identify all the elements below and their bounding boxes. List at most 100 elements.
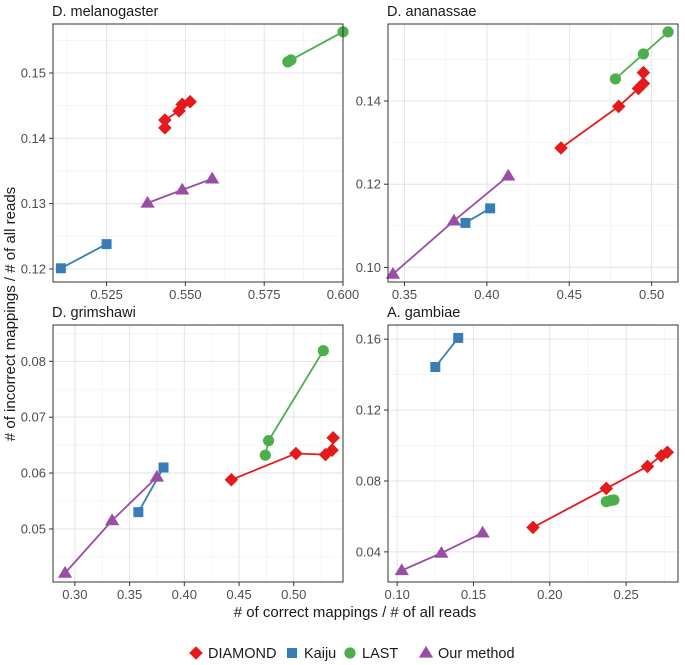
data-point-diamond [526, 520, 540, 535]
data-point-kaiju [460, 217, 471, 228]
data-point-diamond [640, 459, 655, 474]
x-tick-label: 0.35 [117, 587, 142, 602]
legend-item-our-method: Our method [418, 645, 515, 662]
legend-label: Kaiju [304, 646, 336, 662]
data-point-last [662, 26, 674, 38]
panel-title: D. ananassae [387, 4, 476, 20]
data-point-our-method [57, 565, 73, 578]
data-point-kaiju [453, 332, 464, 343]
data-point-diamond [158, 113, 172, 127]
data-point-our-method [140, 195, 155, 208]
data-point-our-method [149, 469, 165, 482]
panel-border [52, 23, 344, 283]
data-point-last [285, 54, 297, 66]
y-tick-label: 0.06 [21, 466, 46, 481]
x-tick-label: 0.600 [327, 287, 360, 302]
data-point-diamond [318, 447, 333, 462]
legend-key-diamond [189, 646, 203, 660]
data-point-last [609, 73, 621, 85]
data-point-kaiju [133, 507, 144, 518]
x-tick-label: 0.20 [537, 587, 562, 602]
y-tick-label: 0.12 [356, 177, 381, 192]
data-point-our-method [475, 525, 490, 538]
x-tick-label: 0.45 [557, 287, 582, 302]
y-tick-label: 0.07 [21, 410, 46, 425]
x-tick-label: 0.25 [613, 587, 638, 602]
y-tick-label: 0.10 [356, 260, 381, 275]
x-tick-label: 0.15 [461, 587, 486, 602]
data-point-diamond [224, 472, 239, 487]
x-tick-label: 0.30 [62, 587, 87, 602]
legend-key-last [344, 647, 356, 659]
data-point-diamond [172, 104, 186, 118]
x-tick-label: 0.50 [639, 287, 664, 302]
data-point-diamond [636, 65, 651, 80]
legend-label: Our method [438, 646, 515, 662]
y-tick-label: 0.05 [21, 521, 46, 536]
series-line-kaiju [137, 467, 165, 513]
y-tick-label: 0.08 [356, 473, 381, 488]
data-point-diamond [183, 94, 197, 109]
legend: DIAMOND Kaiju LAST Our method [189, 645, 515, 662]
y-axis-label: # of incorrect mappings / # of all reads [2, 187, 19, 441]
panel-border [52, 324, 344, 583]
x-axis-label: # of correct mappings / # of all reads [234, 604, 477, 621]
data-point-diamond [325, 443, 339, 457]
data-point-our-method [175, 182, 190, 195]
legend-key-our-method [418, 645, 434, 658]
panel-d-melanogaster: D. melanogaster 0.525 0.550 0.575 0.600 0.12 0… [21, 4, 360, 302]
data-point-our-method [385, 266, 401, 279]
legend-item-diamond: DIAMOND [189, 646, 276, 662]
y-tick-label: 0.12 [21, 261, 46, 276]
data-point-kaiju [55, 263, 66, 274]
series-line-diamond [560, 72, 645, 149]
data-point-our-method [501, 168, 516, 181]
data-point-last [637, 48, 649, 60]
legend-label: DIAMOND [208, 646, 276, 662]
y-tick-label: 0.08 [21, 354, 46, 369]
data-point-last [608, 494, 620, 506]
x-tick-label: 0.550 [169, 287, 202, 302]
data-point-diamond [326, 431, 340, 445]
panel-title: D. grimshawi [52, 305, 136, 321]
data-point-our-method [446, 213, 462, 226]
legend-item-last: LAST [344, 646, 398, 662]
data-point-last [262, 435, 275, 447]
panel-d-ananassae: D. ananassae 0.35 0.40 0.45 0.50 0.10 0.12 0.14 [356, 4, 679, 302]
data-point-kaiju [485, 203, 496, 214]
panel-title: D. melanogaster [52, 4, 159, 20]
y-tick-label: 0.04 [356, 544, 381, 559]
panel-d-grimshawi: D. grimshawi 0.30 0.35 0.40 0.45 0.50 0.05 0.06… [21, 305, 344, 602]
panel-title: A. gambiae [387, 305, 460, 321]
y-tick-label: 0.12 [356, 403, 381, 418]
legend-key-kaiju [287, 648, 297, 658]
legend-label: LAST [362, 646, 398, 662]
y-tick-label: 0.14 [21, 131, 46, 146]
data-point-diamond [289, 446, 303, 461]
data-point-last [317, 345, 329, 357]
panel-a-gambiae: A. gambiae 0.10 0.15 0.20 0.25 0.04 0.08 0.12 0.… [356, 305, 679, 602]
y-tick-label: 0.16 [356, 332, 381, 347]
data-point-our-method [104, 513, 120, 526]
data-point-our-method [205, 171, 220, 184]
data-point-diamond [660, 445, 675, 460]
x-tick-label: 0.575 [248, 287, 281, 302]
series-line-kaiju [60, 243, 108, 270]
x-tick-label: 0.45 [226, 587, 251, 602]
panel-border [387, 23, 679, 283]
data-point-diamond [599, 481, 614, 496]
x-tick-label: 0.10 [385, 587, 410, 602]
data-point-our-method [394, 563, 409, 576]
data-point-diamond [636, 76, 651, 91]
data-point-kaiju [430, 362, 441, 373]
panel-border [387, 324, 679, 583]
y-tick-label: 0.14 [356, 93, 381, 108]
data-point-diamond [611, 99, 626, 114]
x-tick-label: 0.35 [392, 287, 417, 302]
x-tick-label: 0.525 [90, 287, 123, 302]
y-tick-label: 0.13 [21, 196, 46, 211]
data-point-our-method [434, 545, 449, 558]
x-tick-label: 0.40 [474, 287, 499, 302]
data-point-diamond [158, 121, 172, 135]
